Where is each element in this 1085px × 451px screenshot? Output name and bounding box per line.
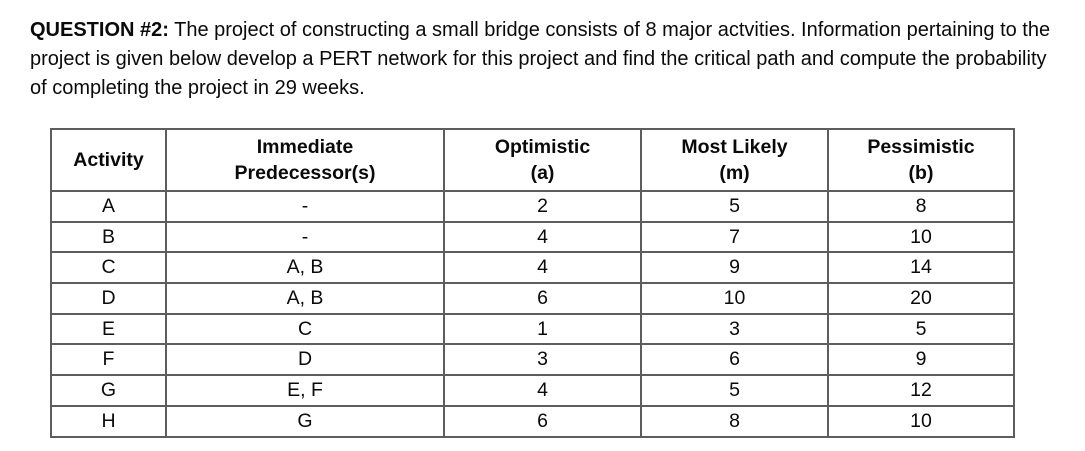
header-title: Most Likely bbox=[681, 136, 788, 158]
cell-pessimistic: 5 bbox=[827, 312, 1015, 346]
table-row-activity-f: F D 3 6 9 bbox=[50, 343, 1015, 377]
cell-predecessor: D bbox=[165, 343, 445, 377]
cell-activity: D bbox=[50, 282, 167, 315]
cell-most-likely: 8 bbox=[640, 404, 829, 438]
cell-most-likely: 9 bbox=[640, 251, 829, 285]
cell-most-likely: 10 bbox=[640, 282, 829, 315]
column-header-most-likely: Most Likely (m) bbox=[640, 128, 829, 192]
cell-activity: F bbox=[50, 343, 167, 377]
cell-pessimistic: 12 bbox=[827, 374, 1015, 407]
header-subtitle: Predecessor(s) bbox=[234, 162, 376, 184]
cell-pessimistic: 10 bbox=[827, 220, 1015, 254]
cell-optimistic: 4 bbox=[443, 220, 642, 254]
cell-predecessor: G bbox=[165, 404, 445, 438]
question-label: QUESTION #2: bbox=[30, 19, 169, 41]
cell-predecessor: A, B bbox=[165, 251, 445, 285]
table-row-activity-c: C A, B 4 9 14 bbox=[50, 251, 1015, 285]
cell-most-likely: 3 bbox=[640, 312, 829, 346]
table-row-activity-g: G E, F 4 5 12 bbox=[50, 374, 1015, 407]
column-header-predecessor: Immediate Predecessor(s) bbox=[165, 128, 445, 192]
cell-predecessor: E, F bbox=[165, 374, 445, 407]
cell-predecessor: - bbox=[165, 220, 445, 254]
activity-data-table: Activity Immediate Predecessor(s) Optimi… bbox=[50, 128, 1015, 438]
cell-pessimistic: 10 bbox=[827, 404, 1015, 438]
cell-activity: A bbox=[50, 190, 167, 223]
column-header-pessimistic: Pessimistic (b) bbox=[827, 128, 1015, 192]
table-header-row: Activity Immediate Predecessor(s) Optimi… bbox=[50, 128, 1015, 192]
header-title: Activity bbox=[73, 149, 144, 171]
cell-optimistic: 4 bbox=[443, 251, 642, 285]
cell-optimistic: 2 bbox=[443, 190, 642, 223]
cell-pessimistic: 20 bbox=[827, 282, 1015, 315]
header-title: Immediate bbox=[256, 136, 354, 158]
cell-predecessor: - bbox=[165, 190, 445, 223]
cell-activity: C bbox=[50, 251, 167, 285]
cell-pessimistic: 9 bbox=[827, 343, 1015, 377]
cell-pessimistic: 14 bbox=[827, 251, 1015, 285]
cell-most-likely: 6 bbox=[640, 343, 829, 377]
cell-optimistic: 1 bbox=[443, 312, 642, 346]
cell-most-likely: 5 bbox=[640, 190, 829, 223]
cell-predecessor: C bbox=[165, 312, 445, 346]
table-row-activity-b: B - 4 7 10 bbox=[50, 220, 1015, 254]
cell-activity: B bbox=[50, 220, 167, 254]
cell-most-likely: 5 bbox=[640, 374, 829, 407]
cell-optimistic: 6 bbox=[443, 404, 642, 438]
header-subtitle: (a) bbox=[530, 162, 555, 184]
cell-optimistic: 6 bbox=[443, 282, 642, 315]
cell-activity: E bbox=[50, 312, 167, 346]
cell-predecessor: A, B bbox=[165, 282, 445, 315]
header-subtitle: (m) bbox=[719, 162, 750, 184]
cell-optimistic: 4 bbox=[443, 374, 642, 407]
cell-activity: H bbox=[50, 404, 167, 438]
table-row-activity-a: A - 2 5 8 bbox=[50, 190, 1015, 223]
table-row-activity-e: E C 1 3 5 bbox=[50, 312, 1015, 346]
cell-pessimistic: 8 bbox=[827, 190, 1015, 223]
table-row-activity-h: H G 6 8 10 bbox=[50, 404, 1015, 438]
question-paragraph: QUESTION #2: The project of constructing… bbox=[30, 16, 1062, 103]
column-header-optimistic: Optimistic (a) bbox=[443, 128, 642, 192]
header-subtitle: (b) bbox=[908, 162, 934, 184]
cell-optimistic: 3 bbox=[443, 343, 642, 377]
cell-activity: G bbox=[50, 374, 167, 407]
table-row-activity-d: D A, B 6 10 20 bbox=[50, 282, 1015, 315]
column-header-activity: Activity bbox=[50, 128, 167, 192]
header-title: Pessimistic bbox=[867, 136, 975, 158]
question-body: The project of constructing a small brid… bbox=[30, 19, 1051, 99]
header-title: Optimistic bbox=[494, 136, 591, 158]
cell-most-likely: 7 bbox=[640, 220, 829, 254]
